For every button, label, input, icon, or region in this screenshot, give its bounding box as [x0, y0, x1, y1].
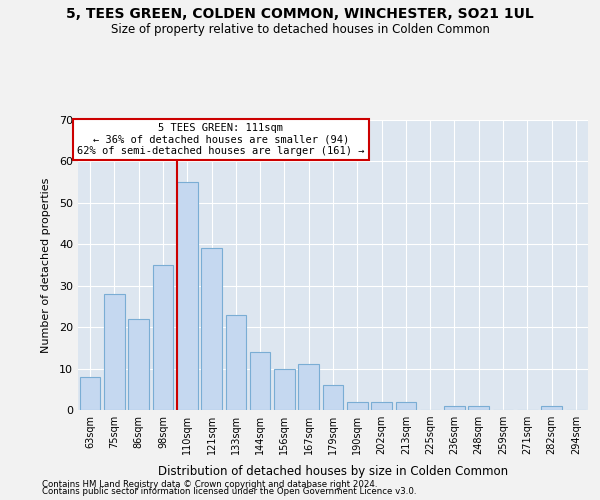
- Text: 5 TEES GREEN: 111sqm
← 36% of detached houses are smaller (94)
62% of semi-detac: 5 TEES GREEN: 111sqm ← 36% of detached h…: [77, 123, 365, 156]
- Bar: [541, 406, 562, 410]
- Bar: [152, 265, 173, 410]
- Text: Size of property relative to detached houses in Colden Common: Size of property relative to detached ho…: [110, 22, 490, 36]
- Bar: [371, 402, 392, 410]
- Bar: [250, 352, 271, 410]
- Bar: [201, 248, 222, 410]
- Y-axis label: Number of detached properties: Number of detached properties: [41, 178, 50, 352]
- Text: 5, TEES GREEN, COLDEN COMMON, WINCHESTER, SO21 1UL: 5, TEES GREEN, COLDEN COMMON, WINCHESTER…: [66, 8, 534, 22]
- X-axis label: Distribution of detached houses by size in Colden Common: Distribution of detached houses by size …: [158, 466, 508, 478]
- Bar: [298, 364, 319, 410]
- Bar: [128, 319, 149, 410]
- Bar: [104, 294, 125, 410]
- Bar: [395, 402, 416, 410]
- Text: Contains HM Land Registry data © Crown copyright and database right 2024.: Contains HM Land Registry data © Crown c…: [42, 480, 377, 489]
- Bar: [80, 377, 100, 410]
- Text: Contains public sector information licensed under the Open Government Licence v3: Contains public sector information licen…: [42, 488, 416, 496]
- Bar: [347, 402, 368, 410]
- Bar: [323, 385, 343, 410]
- Bar: [226, 314, 246, 410]
- Bar: [177, 182, 197, 410]
- Bar: [274, 368, 295, 410]
- Bar: [469, 406, 489, 410]
- Bar: [444, 406, 465, 410]
